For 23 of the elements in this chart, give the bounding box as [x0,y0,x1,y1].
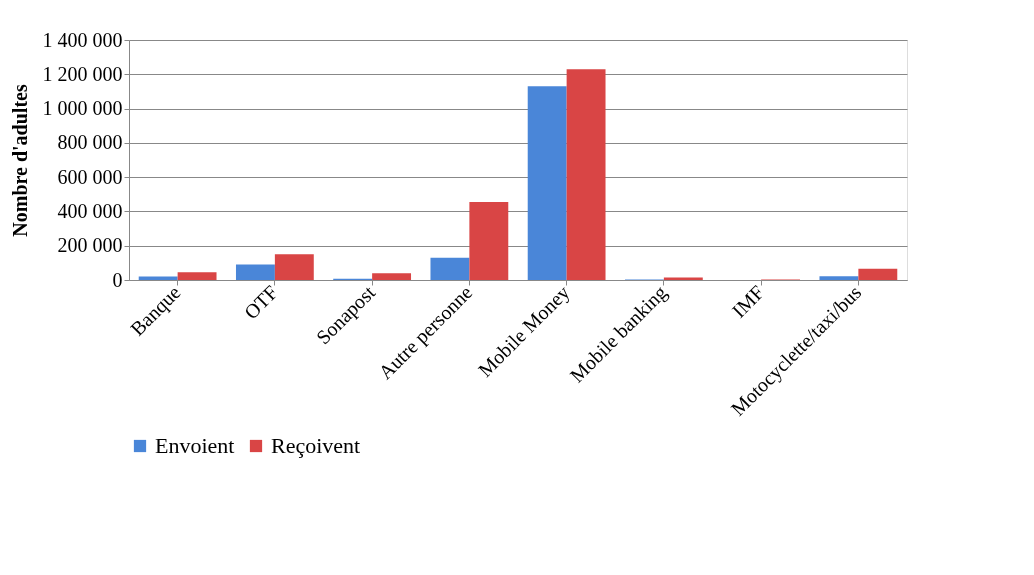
y-tick-label: 1 200 000 [42,62,123,85]
y-tick-label: 600 000 [57,165,123,188]
bar [858,268,898,280]
y-axis-title: Nombre d'adultes [8,84,31,237]
bar [372,273,412,280]
legend-label: Envoient [155,433,235,458]
bar [566,69,606,280]
bar [274,254,314,280]
bar [469,202,509,280]
bar [430,257,470,280]
x-tick-label: OTF [239,281,282,324]
y-tick-label: 200 000 [57,234,123,257]
bar [527,86,567,280]
y-tick-label: 1 400 000 [42,28,123,51]
bar [177,272,217,280]
y-tick-label: 0 [112,268,123,291]
bar [663,277,703,280]
y-tick-label: 1 000 000 [42,97,123,120]
y-tick-label: 800 000 [57,131,123,154]
y-tick-label: 400 000 [57,199,123,222]
legend-label: Reçoivent [271,433,361,458]
bar [819,276,859,280]
bar [235,264,275,280]
